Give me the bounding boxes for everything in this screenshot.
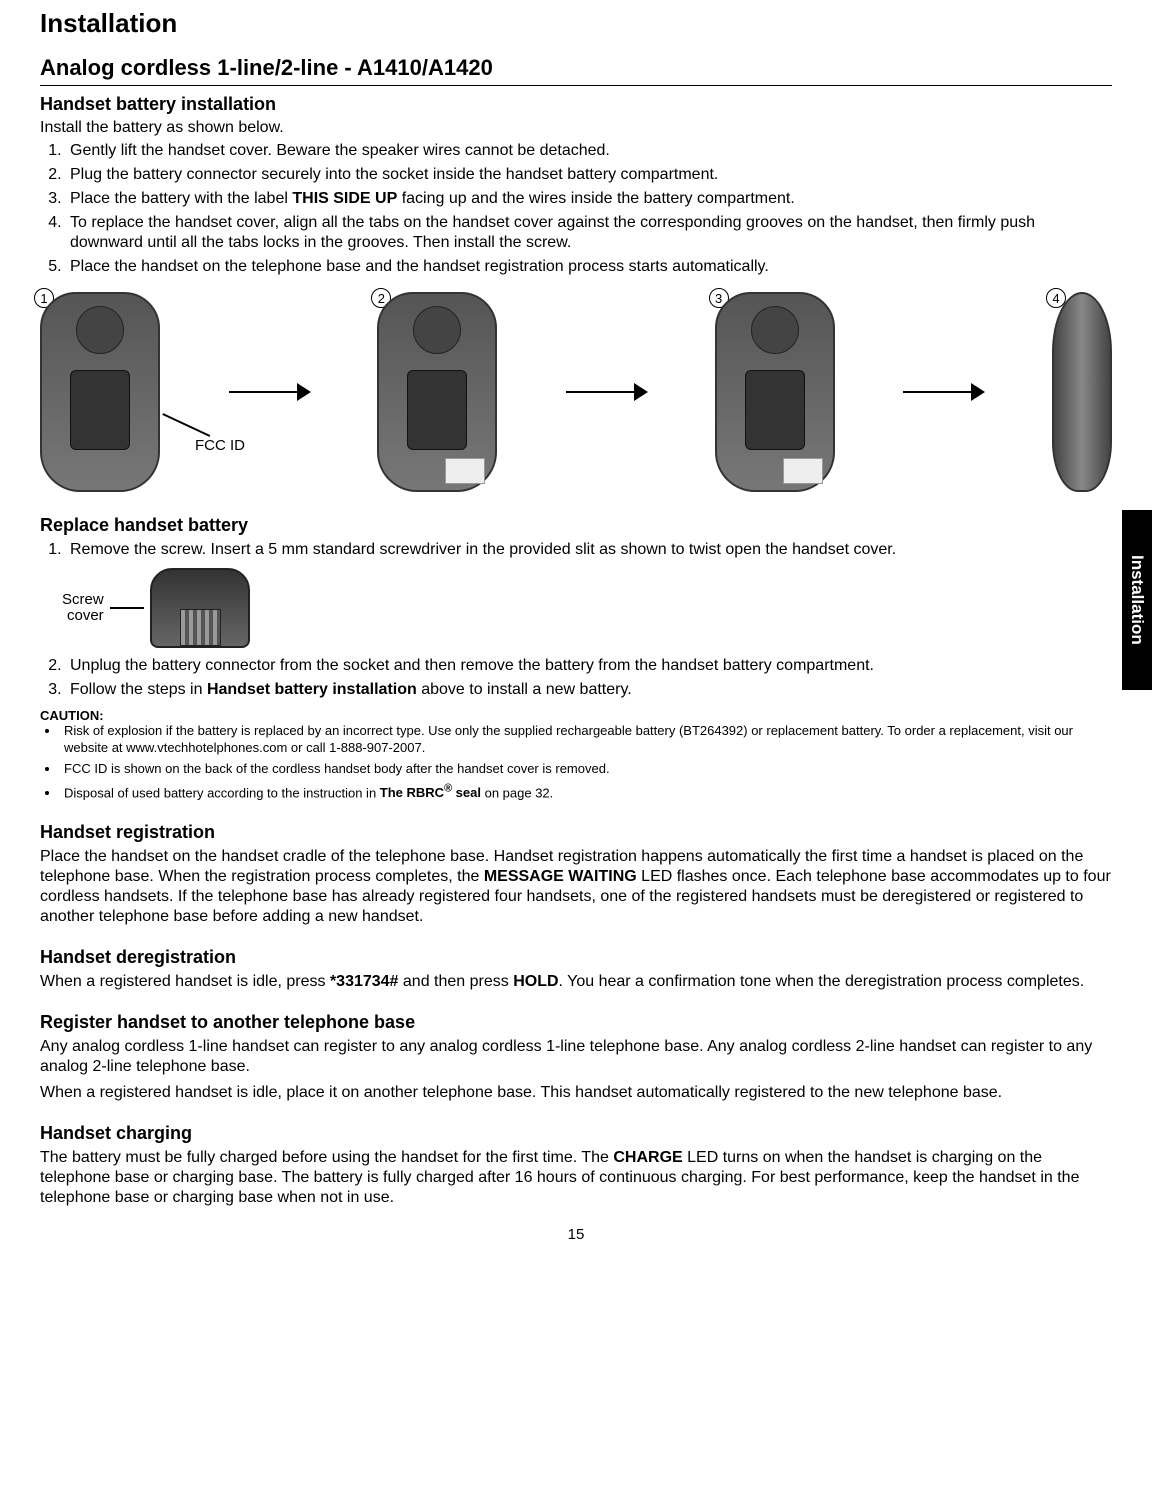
list-item: Risk of explosion if the battery is repl… <box>60 723 1112 757</box>
caution-heading: CAUTION: <box>40 708 1112 723</box>
handset-side-illustration <box>1052 292 1112 492</box>
list-item: Disposal of used battery according to th… <box>60 782 1112 802</box>
side-tab-installation: Installation <box>1122 510 1152 690</box>
deregistration-text: When a registered handset is idle, press… <box>40 972 1112 992</box>
register-other-text-1: Any analog cordless 1-line handset can r… <box>40 1037 1112 1077</box>
section-charging: Handset charging The battery must be ful… <box>40 1123 1112 1208</box>
list-item: Follow the steps in Handset battery inst… <box>66 680 1112 700</box>
subtitle: Analog cordless 1-line/2-line - A1410/A1… <box>40 55 1112 86</box>
screw-cover-label: Screwcover <box>62 592 104 625</box>
arrow-icon <box>903 391 983 394</box>
diagram-step-1: 1 FCC ID <box>40 292 160 492</box>
registration-text: Place the handset on the handset cradle … <box>40 847 1112 927</box>
caution-list: Risk of explosion if the battery is repl… <box>60 723 1112 802</box>
section-register-other: Register handset to another telephone ba… <box>40 1012 1112 1103</box>
list-item: Gently lift the handset cover. Beware th… <box>66 141 1112 161</box>
fcc-pointer-line <box>163 413 211 436</box>
section-deregistration: Handset deregistration When a registered… <box>40 947 1112 992</box>
heading-registration: Handset registration <box>40 822 1112 843</box>
battery-install-intro: Install the battery as shown below. <box>40 119 1112 137</box>
heading-battery-install: Handset battery installation <box>40 94 1112 115</box>
list-item: Place the handset on the telephone base … <box>66 257 1112 277</box>
register-other-text-2: When a registered handset is idle, place… <box>40 1083 1112 1103</box>
battery-install-diagram: 1 FCC ID 2 3 4 <box>40 287 1112 497</box>
diagram-step-4: 4 <box>1052 292 1112 492</box>
heading-register-other: Register handset to another telephone ba… <box>40 1012 1112 1033</box>
battery-label-icon <box>783 458 823 484</box>
list-item: To replace the handset cover, align all … <box>66 213 1112 253</box>
heading-charging: Handset charging <box>40 1123 1112 1144</box>
heading-replace-battery: Replace handset battery <box>40 515 1112 536</box>
page-number: 15 <box>40 1226 1112 1243</box>
handset-illustration <box>715 292 835 492</box>
handset-illustration <box>40 292 160 492</box>
screw-cover-diagram: Screwcover <box>62 568 1112 648</box>
charging-text: The battery must be fully charged before… <box>40 1148 1112 1208</box>
handset-illustration <box>377 292 497 492</box>
page-title: Installation <box>40 8 1112 39</box>
arrow-icon <box>229 391 309 394</box>
step-number-icon: 4 <box>1046 288 1066 308</box>
section-registration: Handset registration Place the handset o… <box>40 822 1112 927</box>
list-item: Unplug the battery connector from the so… <box>66 656 1112 676</box>
diagram-step-3: 3 <box>715 292 835 492</box>
list-item: Remove the screw. Insert a 5 mm standard… <box>66 540 1112 560</box>
replace-battery-steps-cont: Unplug the battery connector from the so… <box>66 656 1112 700</box>
fcc-id-label: FCC ID <box>195 437 245 454</box>
replace-battery-steps: Remove the screw. Insert a 5 mm standard… <box>66 540 1112 560</box>
list-item: FCC ID is shown on the back of the cordl… <box>60 761 1112 778</box>
list-item: Plug the battery connector securely into… <box>66 165 1112 185</box>
list-item: Place the battery with the label THIS SI… <box>66 189 1112 209</box>
battery-install-steps: Gently lift the handset cover. Beware th… <box>66 141 1112 277</box>
pointer-line <box>110 607 144 609</box>
diagram-step-2: 2 <box>377 292 497 492</box>
heading-deregistration: Handset deregistration <box>40 947 1112 968</box>
arrow-icon <box>566 391 646 394</box>
battery-label-icon <box>445 458 485 484</box>
handset-bottom-illustration <box>150 568 250 648</box>
